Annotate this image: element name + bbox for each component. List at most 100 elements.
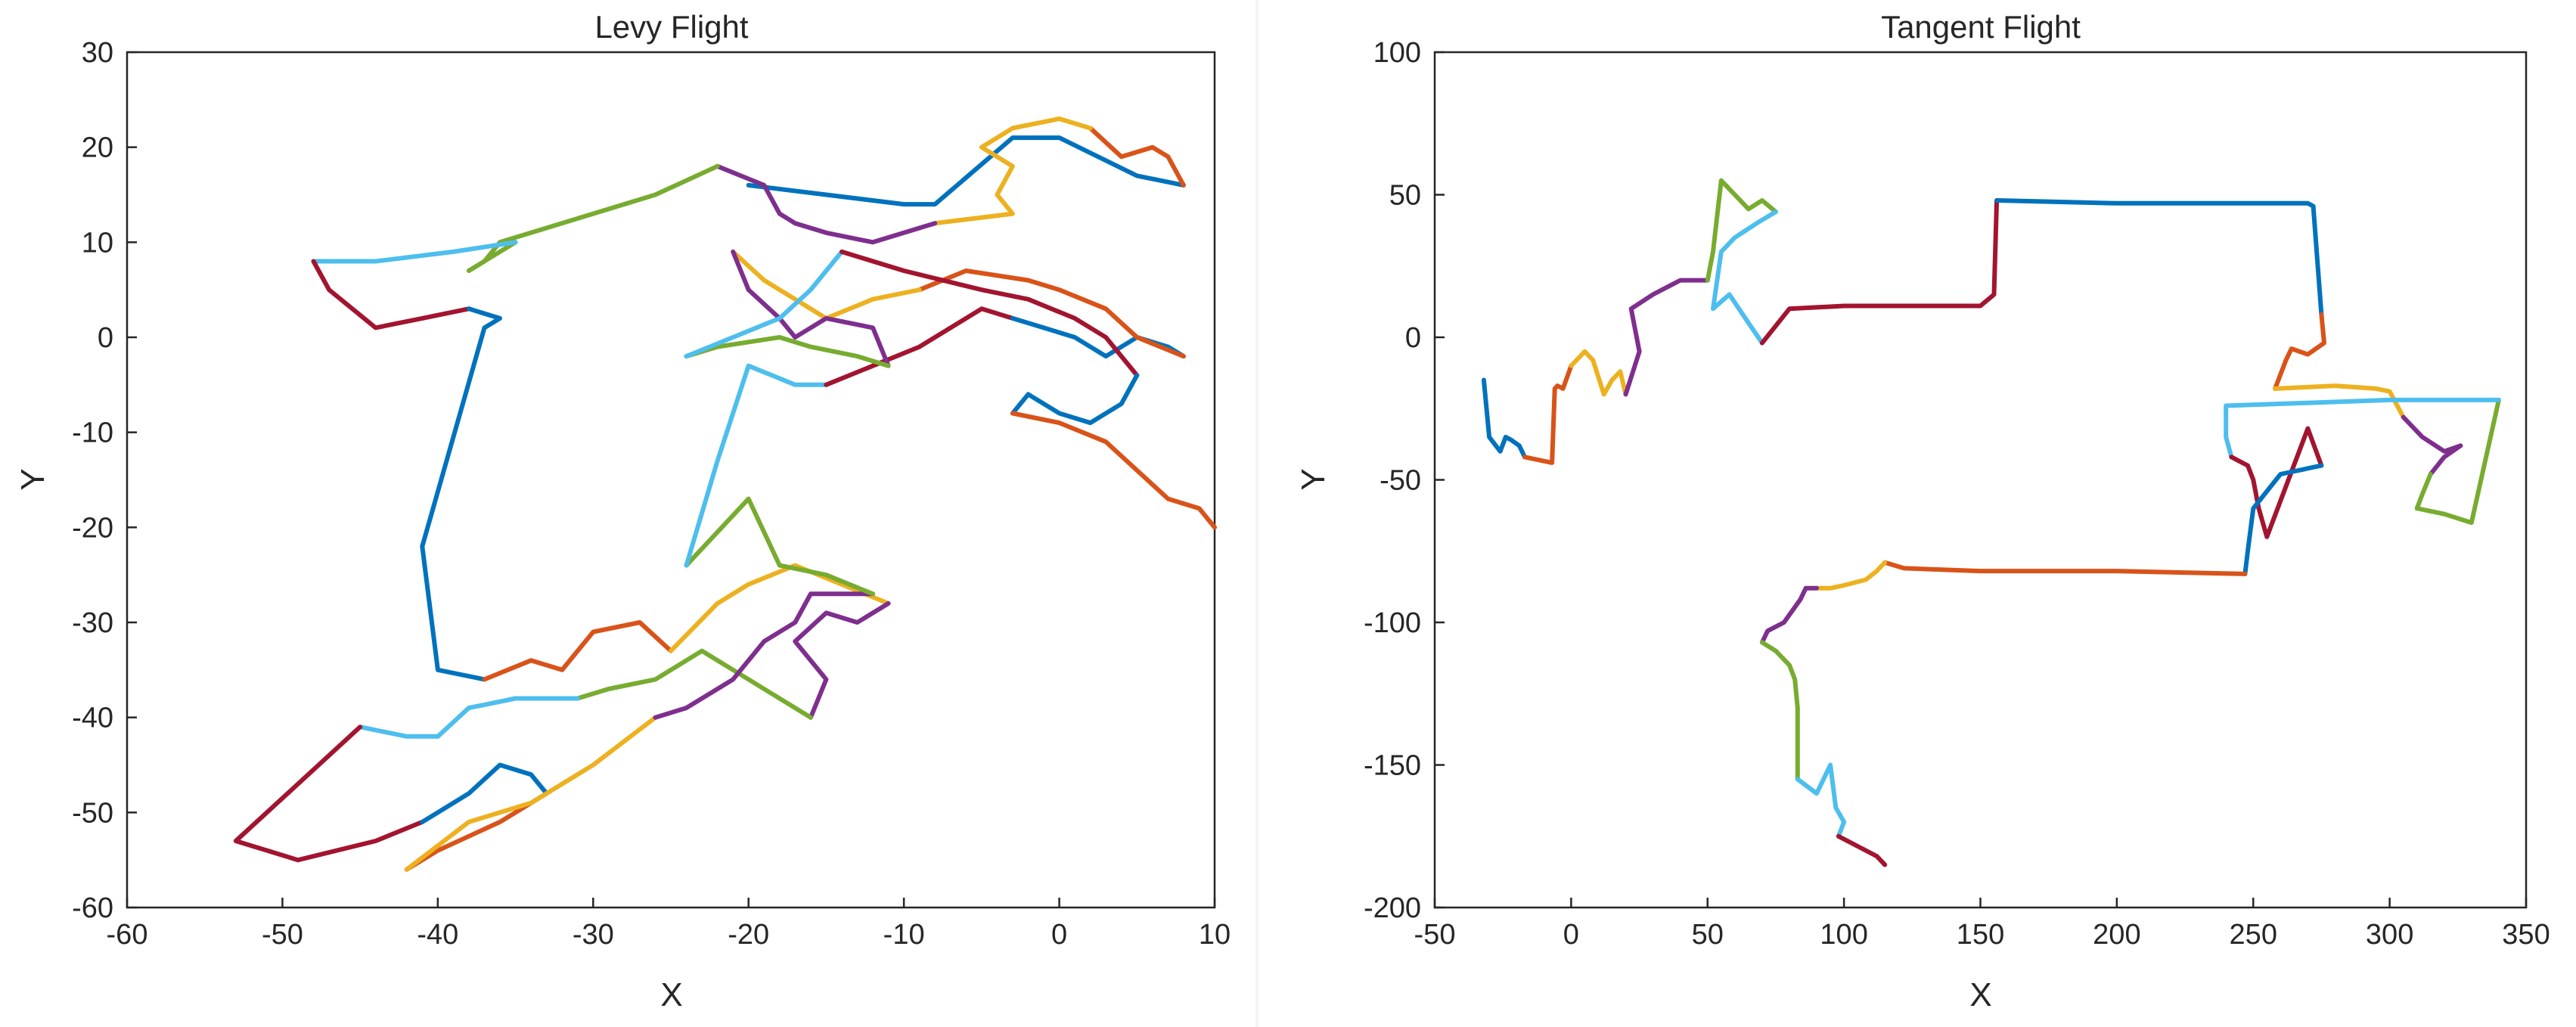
- x-tick-label: -20: [728, 919, 769, 951]
- flight-path-segment: [1010, 315, 1186, 359]
- flight-path-segment: [1010, 411, 1217, 530]
- panel-divider: [1255, 0, 1259, 1027]
- flight-path-segment: [1836, 833, 1888, 867]
- levy-flight-chart: Levy Flight -60 -50 -40 -30 -20 -10: [14, 9, 1231, 1013]
- flight-path-segment: [1088, 126, 1186, 188]
- x-tick-group: [126, 898, 1216, 908]
- y-tick-label: -60: [72, 892, 113, 924]
- flight-path-segment: [1759, 585, 1819, 645]
- y-tick-label: -50: [1380, 465, 1421, 497]
- x-tick-label: 100: [1820, 919, 1867, 951]
- flight-path-segment: [669, 563, 891, 653]
- flight-path-segment: [715, 163, 938, 245]
- flight-path-segment: [233, 724, 425, 863]
- flight-path-segment: [2414, 397, 2501, 526]
- x-tick-labels: -60 -50 -40 -30 -20 -10 0 10: [107, 919, 1231, 951]
- x-tick-label: 150: [1957, 919, 2004, 951]
- x-tick-label: -30: [573, 919, 614, 951]
- flight-path-segment: [917, 268, 1186, 359]
- y-tick-label: 50: [1389, 180, 1421, 212]
- flight-path-segment: [2224, 397, 2501, 460]
- flight-path-segment: [1814, 560, 1888, 591]
- flight-path-segment: [731, 249, 922, 321]
- x-tick-label: -50: [262, 919, 303, 951]
- flight-path-segment: [2229, 426, 2324, 539]
- flight-path-segment: [840, 249, 1140, 378]
- flight-path-segment: [1522, 363, 1574, 465]
- x-tick-label: 0: [1563, 919, 1579, 951]
- x-tick-labels: -50 0 50 100 150 200 250 300 350: [1414, 919, 2550, 951]
- levy-flight-panel: Levy Flight -60 -50 -40 -30 -20 -10: [0, 0, 1286, 1027]
- x-tick-label: 250: [2230, 919, 2277, 951]
- x-tick-label: -60: [107, 919, 148, 951]
- flight-path-segment: [1623, 278, 1710, 397]
- flight-path-segment: [2273, 312, 2326, 391]
- y-tick-label: 30: [82, 37, 113, 69]
- y-tick-label: -20: [72, 512, 113, 544]
- y-axis-label: Y: [1295, 468, 1332, 490]
- x-axis-label: X: [1969, 976, 1991, 1013]
- flight-path-segment: [1759, 640, 1800, 782]
- y-tick-label: -150: [1364, 750, 1421, 782]
- tangent-flight-panel: Tangent Flight -50 0 50 100 150: [1290, 0, 2576, 1027]
- flight-path-segment: [420, 306, 502, 682]
- x-axis-label: X: [660, 976, 682, 1013]
- x-tick-group: [1433, 898, 2528, 908]
- flight-path-segment: [684, 335, 891, 368]
- chart-title: Levy Flight: [594, 9, 748, 45]
- flight-path-segment: [1705, 178, 1778, 283]
- flight-path-segment: [684, 496, 876, 597]
- chart-title: Tangent Flight: [1881, 9, 2081, 45]
- series-layer: [233, 116, 1217, 872]
- y-tick-label: 0: [1405, 322, 1421, 354]
- y-tick-label: 20: [82, 132, 113, 164]
- flight-path-segment: [933, 116, 1093, 226]
- flight-path-segment: [1010, 373, 1140, 426]
- flight-path-segment: [746, 135, 1186, 207]
- y-tick-labels: -60 -50 -40 -30 -20 -10 0 10 20 30: [72, 37, 113, 924]
- flight-path-segment: [1481, 377, 1527, 460]
- y-tick-group: [127, 51, 137, 909]
- flight-path-segment: [731, 249, 891, 368]
- y-tick-label: -50: [72, 797, 113, 829]
- flight-path-segment: [1759, 198, 2000, 346]
- flight-path-segment: [653, 591, 876, 720]
- flight-path-segment: [311, 240, 518, 264]
- y-axis-label: Y: [14, 468, 51, 490]
- x-tick-label: 350: [2502, 919, 2550, 951]
- flight-path-segment: [1569, 349, 1628, 397]
- flight-path-segment: [2242, 463, 2324, 576]
- x-tick-label: -40: [417, 919, 458, 951]
- tangent-flight-chart: Tangent Flight -50 0 50 100 150: [1295, 9, 2550, 1013]
- y-tick-labels: -200 -150 -100 -50 0 50 100: [1364, 37, 1421, 924]
- x-tick-label: -10: [883, 919, 925, 951]
- flight-path-segment: [482, 620, 673, 682]
- flight-path-segment: [358, 696, 580, 739]
- flight-path-segment: [466, 163, 720, 273]
- x-tick-label: -50: [1414, 919, 1456, 951]
- y-tick-label: -100: [1364, 607, 1421, 639]
- y-tick-group: [1435, 51, 1445, 909]
- flight-path-segment: [684, 249, 844, 359]
- flight-path-segment: [404, 715, 658, 872]
- y-tick-label: 0: [98, 322, 113, 354]
- flight-path-segment: [2401, 414, 2463, 476]
- flight-path-segment: [684, 363, 829, 568]
- y-tick-label: -200: [1364, 892, 1421, 924]
- flight-path-segment: [1795, 762, 1847, 839]
- x-tick-label: 200: [2093, 919, 2140, 951]
- y-tick-label: 10: [82, 227, 113, 259]
- x-tick-label: 10: [1199, 919, 1231, 951]
- flight-path-segment: [1994, 198, 2324, 317]
- y-tick-label: -30: [72, 607, 113, 639]
- flight-path-segment: [1711, 209, 1778, 346]
- flight-path-segment: [311, 259, 471, 330]
- x-tick-label: 0: [1051, 919, 1067, 951]
- y-tick-label: 100: [1373, 37, 1421, 69]
- flight-path-segment: [793, 600, 891, 720]
- y-tick-label: -40: [72, 703, 113, 734]
- y-tick-label: -10: [72, 417, 113, 449]
- x-tick-label: 50: [1692, 919, 1724, 951]
- flight-path-segment: [1882, 560, 2248, 576]
